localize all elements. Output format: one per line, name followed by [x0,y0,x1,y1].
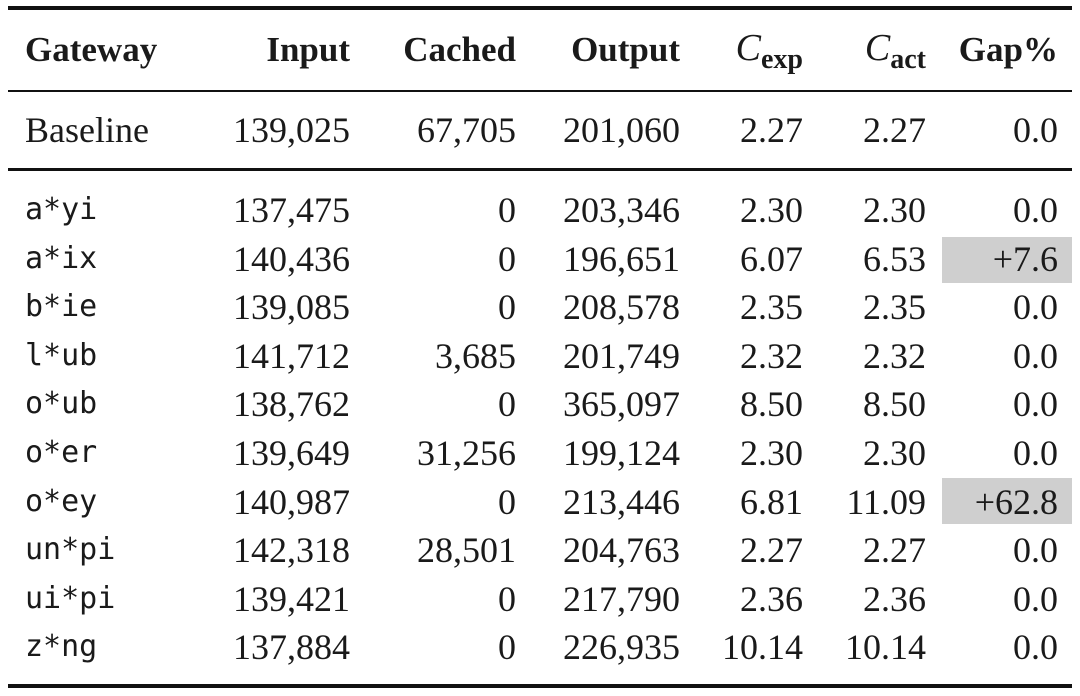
cell: 0.0 [1013,578,1058,619]
cell: 0 [498,238,516,279]
cell: 8.50 [863,384,926,425]
subscript: exp [761,44,803,75]
cell: 31,256 [417,433,516,473]
cell: 138,762 [233,384,350,425]
top-rule [8,6,1072,10]
symbol: C [735,27,761,69]
cell: 2.30 [863,433,926,473]
column-header: Gap% [958,30,1058,69]
cell: 0 [498,578,516,619]
cell: 196,651 [563,238,680,279]
cell: 365,097 [563,384,680,425]
cell: 213,446 [563,481,680,522]
cell: 0.0 [1013,190,1058,230]
cell: 140,987 [233,481,350,522]
cell: 11.09 [846,481,926,522]
cell: 2.35 [863,287,926,328]
column-header: Cexp [735,27,803,75]
symbol: C [864,27,891,69]
cell: 6.81 [740,481,803,522]
cell: +7.6 [992,238,1058,279]
cell: 10.14 [722,627,803,668]
cell: 2.32 [740,335,803,376]
cell: 2.27 [740,110,803,150]
cell: 0.0 [1013,627,1058,668]
gateway-name: b*ie [25,289,98,325]
column-header: Output [571,30,680,69]
cell: 139,085 [233,287,350,328]
cell: 0 [498,627,516,668]
gateway-name: un*pi [25,532,116,568]
cell: 6.53 [863,238,926,279]
cell: 199,124 [563,433,680,473]
cell: 208,578 [563,287,680,328]
subscript: act [890,44,926,75]
column-header: Gateway [25,30,158,69]
cell: 0 [498,384,516,425]
cell: 201,060 [563,110,680,150]
cell: 0.0 [1013,287,1058,328]
bottom-rule [8,684,1072,688]
cell: 2.35 [740,287,803,328]
cell: 204,763 [563,530,680,571]
cell: 139,649 [233,433,350,473]
cell: +62.8 [974,481,1058,522]
gateway-name: a*ix [25,240,98,276]
cell: 0.0 [1013,335,1058,376]
cell: 142,318 [233,530,350,571]
cell: 2.27 [863,530,926,571]
cell: 2.30 [740,433,803,473]
cell: 139,421 [233,578,350,619]
cell: 203,346 [563,190,680,230]
gateway-name: o*ub [25,386,98,422]
cell: 6.07 [740,238,803,279]
cell: 201,749 [563,335,680,376]
cell: 2.36 [740,578,803,619]
cell: 0.0 [1013,530,1058,571]
column-header: Cact [864,27,926,75]
cell: 28,501 [417,530,516,571]
cell: 2.27 [740,530,803,571]
cell: 0.0 [1013,384,1058,425]
cell: 226,935 [563,627,680,668]
baseline-rule [8,168,1072,171]
cell: 0 [498,190,516,230]
cell: 139,025 [233,110,350,150]
cell: 2.27 [863,110,926,150]
cell: 0 [498,287,516,328]
cell: 2.32 [863,335,926,376]
gateway-name: z*ng [25,629,98,665]
gateway-name: a*yi [25,192,98,227]
cell: 137,475 [233,190,350,230]
column-header: Cached [403,30,516,69]
cell: 2.30 [863,190,926,230]
cell: 137,884 [233,627,350,668]
highlight [942,237,1072,283]
cell: 10.14 [845,627,926,668]
gateway-name: o*ey [25,483,98,519]
gateway-name: ui*pi [25,580,116,616]
cell: 141,712 [233,335,350,376]
header-rule [8,90,1072,92]
cell: 140,436 [233,238,350,279]
cell: 0 [498,481,516,522]
cell: 2.30 [740,190,803,230]
gateway-name: l*ub [25,337,98,373]
cell: 0.0 [1013,433,1058,473]
highlight [942,478,1072,524]
gateway-name: o*er [25,435,98,470]
cell: 217,790 [563,578,680,619]
cell: 8.50 [740,384,803,425]
cell: 2.36 [863,578,926,619]
cell: Baseline [25,110,149,150]
cell: 3,685 [435,335,516,376]
cell: 67,705 [417,110,516,150]
column-header: Input [266,30,350,69]
cell: 0.0 [1013,110,1058,150]
